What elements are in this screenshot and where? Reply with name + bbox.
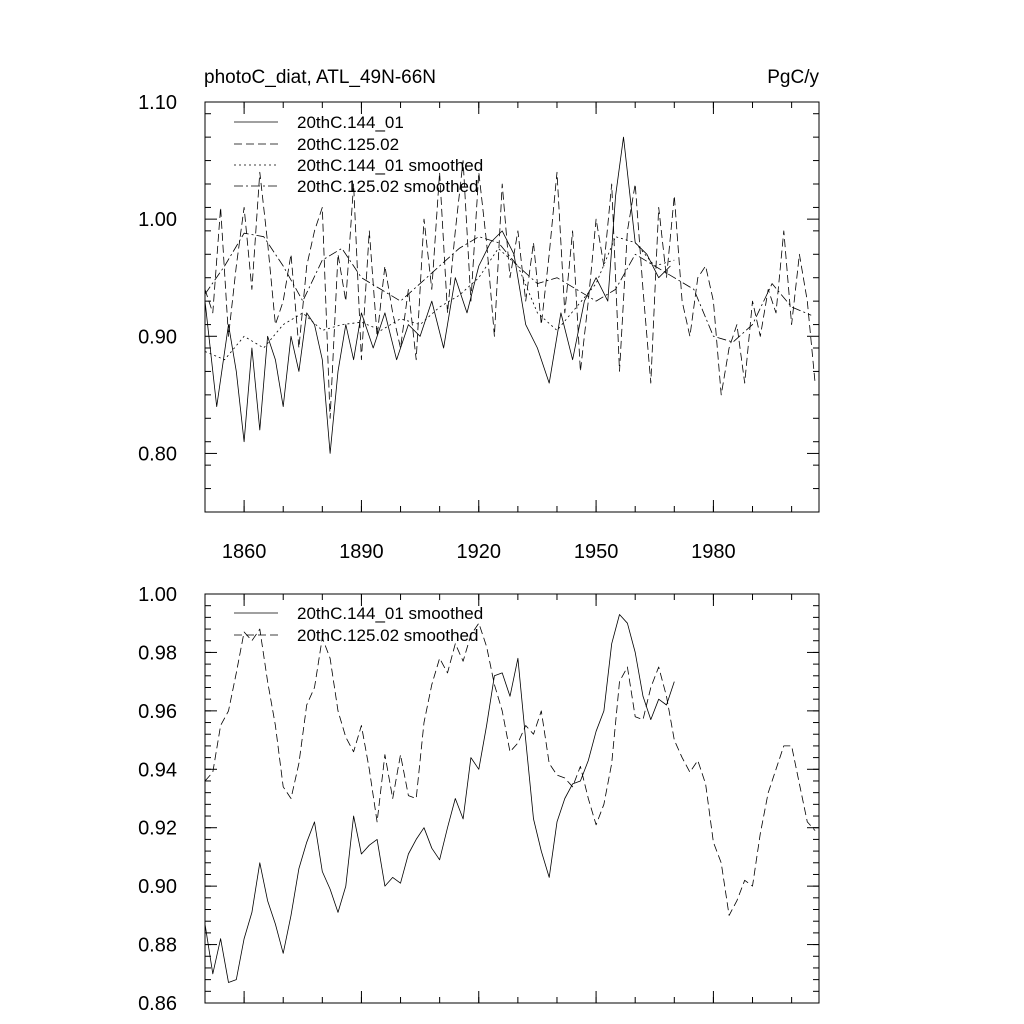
bottom-ytick-label: 1.00 (138, 584, 177, 606)
top-series-lines (204, 136, 816, 454)
top-ytick-label: 0.80 (138, 443, 177, 465)
bottom-plot-frame (204, 593, 820, 1004)
top-xtick-label: 1890 (339, 541, 384, 563)
top-series-line-2 (204, 236, 675, 361)
top-series-line-3 (204, 232, 812, 343)
top-xtick-label: 1860 (222, 541, 267, 563)
bottom-ytick-label: 0.92 (138, 818, 177, 840)
chart-units: PgC/y (767, 67, 819, 88)
bottom-legend: 20thC.144_01 smoothed 20thC.125.02 smoot… (234, 604, 483, 645)
legend-label: 20thC.125.02 (297, 135, 399, 154)
bottom-series-line-0 (204, 614, 675, 983)
bottom-ytick-label: 0.86 (138, 993, 177, 1015)
top-ytick-label: 0.90 (138, 326, 177, 348)
top-xtick-label: 1950 (574, 541, 619, 563)
legend-label: 20thC.144_01 smoothed (297, 604, 483, 623)
bottom-series-line-1 (204, 622, 816, 916)
bottom-chart: 0.86 0.88 0.90 0.92 0.94 0.96 0.98 1.00 20thC.1… (138, 584, 820, 1015)
top-chart: photoC_diat, ATL_49N-66N PgC/y 0.80 0.90 1… (138, 67, 820, 563)
bottom-ytick-label: 0.90 (138, 876, 177, 898)
bottom-ytick-label: 0.96 (138, 701, 177, 723)
bottom-series-lines (204, 614, 816, 983)
chart-title: photoC_diat, ATL_49N-66N (204, 67, 436, 88)
top-ticks: 0.80 0.90 1.00 1.10 1860 1890 1920 1950 1980 (138, 92, 819, 563)
legend-label: 20thC.125.02 smoothed (297, 177, 478, 196)
bottom-ytick-label: 0.98 (138, 642, 177, 664)
bottom-ticks: 0.86 0.88 0.90 0.92 0.94 0.96 0.98 1.00 (138, 584, 819, 1015)
top-plot-frame (204, 101, 820, 513)
bottom-ytick-label: 0.94 (138, 759, 177, 781)
top-xtick-label: 1980 (691, 541, 736, 563)
top-legend: 20thC.144_01 20thC.125.02 20thC.144_01 s… (234, 113, 483, 196)
legend-label: 20thC.144_01 (297, 113, 404, 132)
top-ytick-label: 1.10 (138, 92, 177, 114)
bottom-ytick-label: 0.88 (138, 935, 177, 957)
legend-label: 20thC.125.02 smoothed (297, 626, 478, 645)
top-xtick-label: 1920 (457, 541, 502, 563)
top-ytick-label: 1.00 (138, 209, 177, 231)
legend-label: 20thC.144_01 smoothed (297, 156, 483, 175)
top-series-line-1 (204, 160, 816, 419)
